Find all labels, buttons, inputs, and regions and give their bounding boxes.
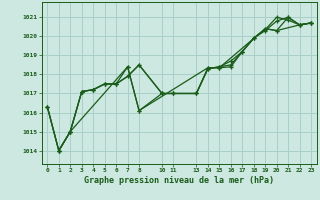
X-axis label: Graphe pression niveau de la mer (hPa): Graphe pression niveau de la mer (hPa) [84,176,274,185]
